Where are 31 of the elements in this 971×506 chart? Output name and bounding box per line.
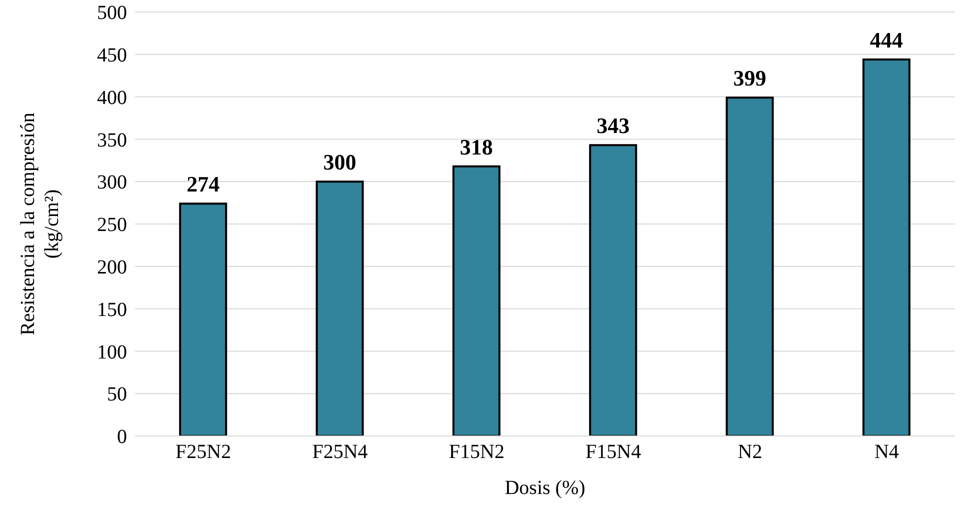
y-tick-label: 350 — [97, 129, 127, 152]
x-tick-label: N4 — [874, 441, 899, 464]
y-tick-label: 250 — [97, 214, 127, 236]
x-tick-label: F15N2 — [448, 441, 504, 464]
y-axis-title: Resistencia a la compresión (kg/cm²) — [17, 112, 63, 336]
bar — [726, 96, 774, 436]
y-tick-label: 400 — [97, 86, 127, 109]
y-tick-label: 150 — [97, 298, 127, 321]
y-tick-label: 50 — [107, 384, 127, 406]
bar — [452, 165, 500, 436]
y-tick-label: 450 — [97, 44, 127, 66]
data-label: 343 — [596, 113, 630, 138]
data-label: 399 — [733, 66, 766, 91]
x-axis-title: Dosis (%) — [504, 477, 586, 499]
bar — [316, 180, 364, 436]
data-label: 318 — [460, 134, 493, 160]
y-tick-label: 500 — [97, 2, 127, 24]
y-tick-label: 300 — [97, 172, 127, 194]
y-tick-label: 0 — [117, 426, 127, 448]
bar — [589, 144, 638, 436]
data-label: 274 — [186, 172, 220, 197]
x-tick-label: F25N2 — [176, 441, 232, 464]
data-label: 444 — [870, 27, 903, 52]
x-tick-label: F15N4 — [586, 441, 642, 464]
bar — [862, 58, 910, 436]
x-tick-label: N2 — [738, 441, 762, 464]
y-tick-label: 200 — [97, 256, 127, 278]
y-tick-label: 100 — [97, 341, 127, 364]
x-tick-label: F25N4 — [312, 441, 368, 464]
bar — [179, 202, 228, 436]
data-label: 300 — [323, 150, 356, 175]
